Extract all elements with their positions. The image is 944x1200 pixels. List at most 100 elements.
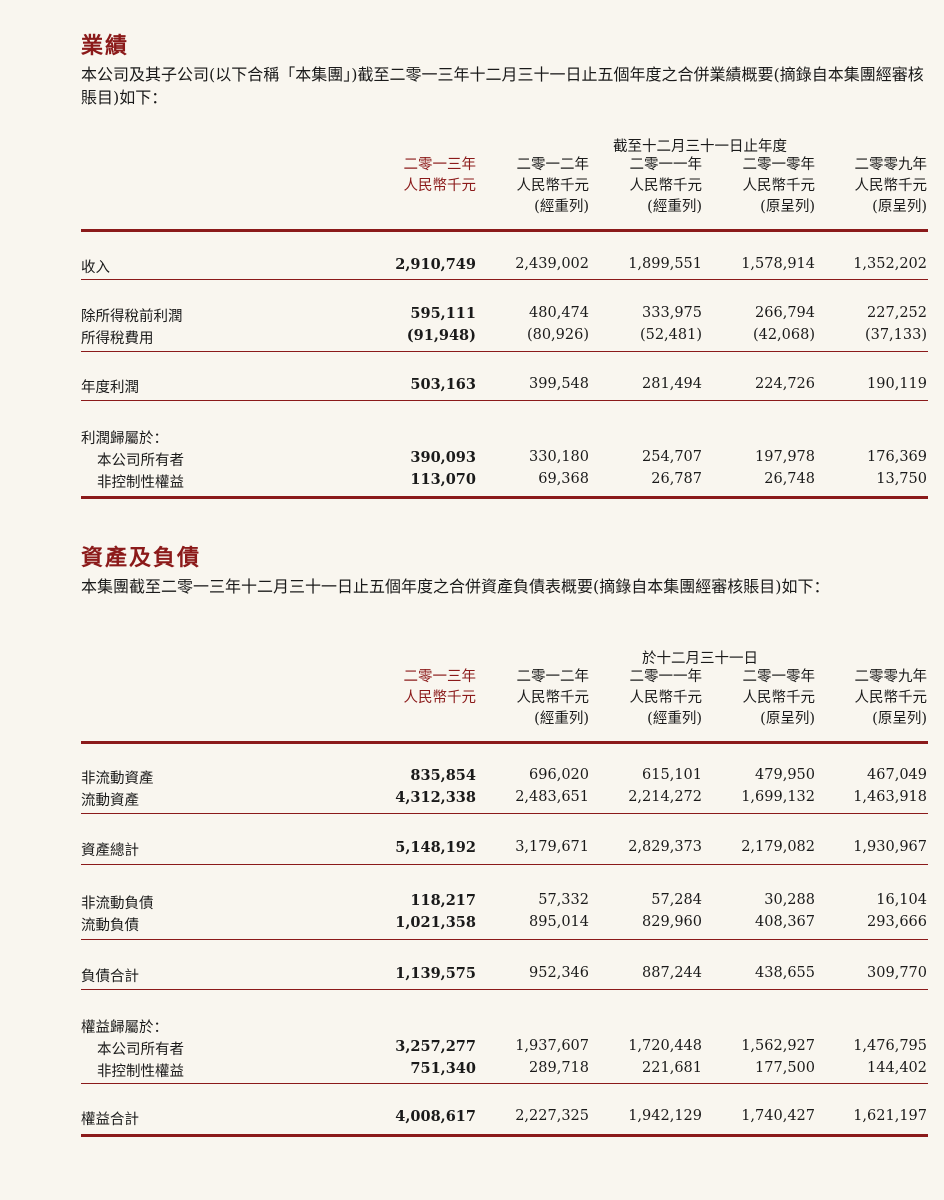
cell-value: 309,770	[867, 965, 927, 981]
cell-value: 1,621,197	[853, 1108, 927, 1124]
balance-col-header-2009: 二零零九年 人民幣千元 (原呈列)	[812, 667, 928, 730]
table-row: 權益合計 4,008,617 2,227,325 1,942,129 1,740…	[0, 1108, 944, 1130]
cell-value: 952,346	[529, 965, 589, 981]
cell-value: 177,500	[755, 1060, 815, 1076]
col-note: (原呈列)	[872, 711, 927, 727]
cell-value: 176,369	[867, 449, 927, 465]
cell-value: 293,666	[867, 914, 927, 930]
cell-value: 1,021,358	[395, 914, 476, 931]
row-label: 流動資產	[81, 793, 139, 809]
cell-value: 595,111	[410, 305, 476, 322]
cell-value: 5,148,192	[395, 839, 476, 856]
table-row: 本公司所有者 3,257,277 1,937,607 1,720,448 1,5…	[0, 1038, 944, 1060]
table-row: 利潤歸屬於：	[0, 427, 944, 449]
cell-value: 1,899,551	[628, 256, 702, 272]
table-row: 非流動資產 835,854 696,020 615,101 479,950 46…	[0, 767, 944, 789]
cell-value: 1,942,129	[628, 1108, 702, 1124]
table-row: 除所得稅前利潤 595,111 480,474 333,975 266,794 …	[0, 305, 944, 327]
results-intro: 本公司及其子公司(以下合稱「本集團」)截至二零一三年十二月三十一日止五個年度之合…	[81, 65, 924, 107]
table-row: 非控制性權益 751,340 289,718 221,681 177,500 1…	[0, 1060, 944, 1082]
col-unit: 人民幣千元	[516, 178, 590, 194]
cell-value: 1,476,795	[853, 1038, 927, 1054]
cell-value: 2,483,651	[515, 789, 589, 805]
cell-value: 1,937,607	[515, 1038, 589, 1054]
table-row: 收入 2,910,749 2,439,002 1,899,551 1,578,9…	[0, 256, 944, 278]
cell-value: 887,244	[642, 965, 702, 981]
row-label: 利潤歸屬於：	[81, 431, 168, 447]
cell-value: 895,014	[529, 914, 589, 930]
cell-value: 224,726	[755, 376, 815, 392]
cell-value: 2,910,749	[395, 256, 476, 273]
cell-value: 57,284	[651, 892, 702, 908]
col-unit: 人民幣千元	[516, 690, 590, 706]
col-note: (經重列)	[534, 199, 589, 215]
cell-value: 1,352,202	[853, 256, 927, 272]
col-unit: 人民幣千元	[742, 690, 816, 706]
balance-col-header-2010: 二零一零年 人民幣千元 (原呈列)	[700, 667, 816, 730]
col-note: (經重列)	[647, 199, 702, 215]
table-row: 流動負債 1,021,358 895,014 829,960 408,367 2…	[0, 914, 944, 936]
table-row: 年度利潤 503,163 399,548 281,494 224,726 190…	[0, 376, 944, 398]
table-row: 流動資產 4,312,338 2,483,651 2,214,272 1,699…	[0, 789, 944, 811]
cell-value: 829,960	[642, 914, 702, 930]
col-year: 二零一二年	[516, 669, 590, 685]
table-row: 資產總計 5,148,192 3,179,671 2,829,373 2,179…	[0, 839, 944, 861]
row-label: 負債合計	[81, 969, 139, 985]
row-label: 本公司所有者	[97, 453, 184, 469]
col-unit: 人民幣千元	[742, 178, 816, 194]
balance-section-title: 資產及負債	[81, 545, 202, 571]
cell-value: 1,699,132	[741, 789, 815, 805]
cell-value: 1,562,927	[741, 1038, 815, 1054]
cell-value: 615,101	[642, 767, 702, 783]
col-note: (原呈列)	[872, 199, 927, 215]
row-label: 收入	[81, 260, 110, 276]
col-year: 二零一三年	[403, 669, 477, 685]
results-header-rule	[81, 229, 928, 232]
cell-value: 281,494	[642, 376, 702, 392]
col-year: 二零一二年	[516, 157, 590, 173]
col-year: 二零零九年	[854, 157, 928, 173]
cell-value: 835,854	[410, 767, 476, 784]
cell-value: 1,720,448	[628, 1038, 702, 1054]
cell-value: 479,950	[755, 767, 815, 783]
col-unit: 人民幣千元	[403, 178, 477, 194]
cell-value: 1,463,918	[853, 789, 927, 805]
results-period-header: 截至十二月三十一日止年度	[613, 139, 787, 155]
table-row: 負債合計 1,139,575 952,346 887,244 438,655 3…	[0, 965, 944, 987]
row-label: 非流動負債	[81, 896, 154, 912]
row-divider	[81, 864, 928, 865]
col-note: (經重列)	[534, 711, 589, 727]
cell-value: 26,748	[764, 471, 815, 487]
cell-value: (91,948)	[406, 327, 476, 344]
cell-value: 480,474	[529, 305, 589, 321]
cell-value: 751,340	[410, 1060, 476, 1077]
table-row: 非控制性權益 113,070 69,368 26,787 26,748 13,7…	[0, 471, 944, 493]
balance-col-header-2013: 二零一三年 人民幣千元	[361, 667, 477, 709]
col-year: 二零一零年	[742, 669, 816, 685]
col-year: 二零一一年	[629, 669, 703, 685]
cell-value: (42,068)	[752, 327, 815, 343]
cell-value: 503,163	[410, 376, 476, 393]
cell-value: 57,332	[538, 892, 589, 908]
cell-value: 408,367	[755, 914, 815, 930]
cell-value: (80,926)	[526, 327, 589, 343]
cell-value: 333,975	[642, 305, 702, 321]
col-unit: 人民幣千元	[854, 690, 928, 706]
row-divider	[81, 400, 928, 401]
results-col-header-2009: 二零零九年 人民幣千元 (原呈列)	[812, 155, 928, 218]
cell-value: 390,093	[410, 449, 476, 466]
balance-intro: 本集團截至二零一三年十二月三十一日止五個年度之合併資產負債表概要(摘錄自本集團經…	[81, 577, 830, 596]
row-divider	[81, 989, 928, 990]
cell-value: 1,740,427	[741, 1108, 815, 1124]
row-divider	[81, 351, 928, 352]
col-unit: 人民幣千元	[629, 690, 703, 706]
table-row: 權益歸屬於：	[0, 1016, 944, 1038]
cell-value: 227,252	[867, 305, 927, 321]
cell-value: 696,020	[529, 767, 589, 783]
cell-value: 2,829,373	[628, 839, 702, 855]
cell-value: 266,794	[755, 305, 815, 321]
cell-value: 69,368	[538, 471, 589, 487]
cell-value: 221,681	[642, 1060, 702, 1076]
results-col-header-2013: 二零一三年 人民幣千元	[361, 155, 477, 197]
row-divider	[81, 279, 928, 280]
